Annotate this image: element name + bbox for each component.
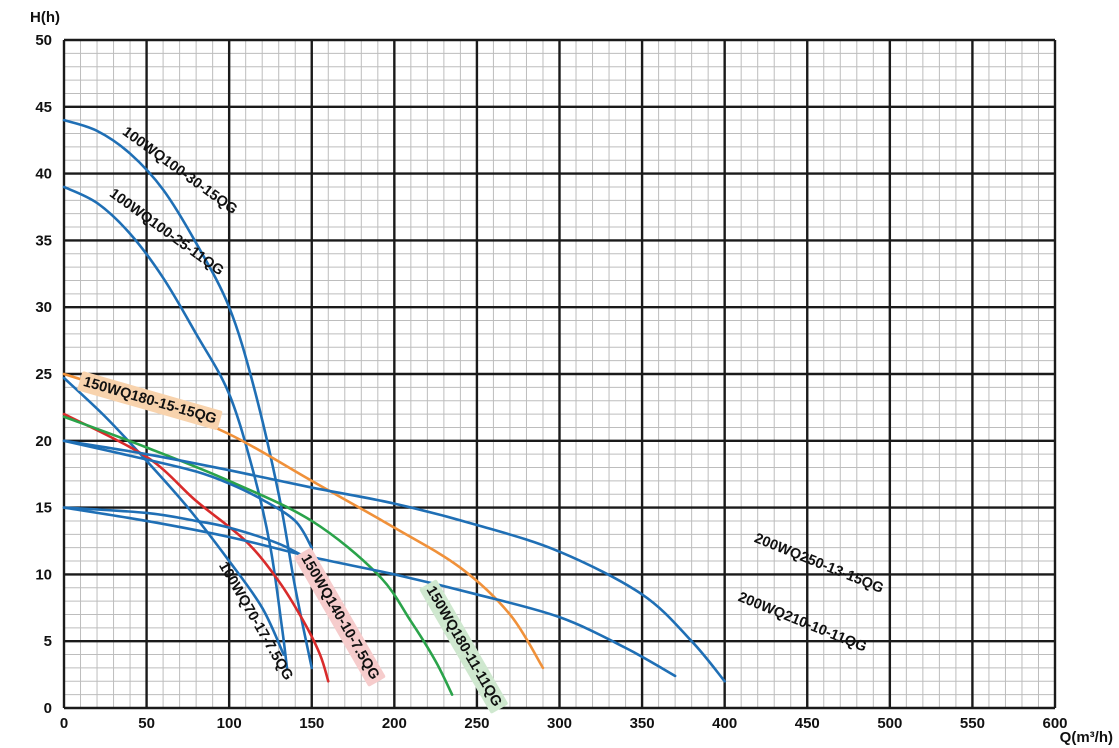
curve-label-highlight (294, 547, 386, 687)
x-tick-label: 150 (299, 715, 324, 732)
y-tick-label: 0 (44, 700, 52, 717)
series-line-5 (62, 412, 330, 683)
series-layer (62, 118, 726, 696)
series-line-7 (62, 439, 726, 683)
series-line-4 (62, 376, 285, 656)
y-tick-label: 15 (35, 500, 52, 517)
y-tick-label: 5 (44, 633, 52, 650)
curve-label-7: 200WQ250-13-15QG (752, 530, 886, 596)
x-axis-title: Q(m³/h) (1060, 729, 1113, 746)
curve-label-highlight (77, 371, 223, 430)
curve-label-layer: 100WQ100-30-15QG100WQ100-25-11QG150WQ180… (77, 124, 886, 714)
x-tick-label: 100 (217, 715, 242, 732)
x-tick-label: 450 (795, 715, 820, 732)
tick-label-layer: 0 50 100 150 200 250 300 350 400 450 500 550 600 0 5 10… (35, 32, 1067, 732)
x-tick-label: 400 (712, 715, 737, 732)
y-tick-label: 20 (35, 433, 52, 450)
x-tick-label: 0 (60, 715, 68, 732)
y-tick-label: 25 (35, 366, 52, 383)
y-tick-label: 50 (35, 32, 52, 49)
y-tick-label: 10 (35, 566, 52, 583)
series-line-6 (62, 415, 454, 696)
y-tick-label: 45 (35, 99, 52, 116)
series-line-1 (62, 118, 314, 670)
curve-label-4: 100WQ70-17-7.5QG (215, 559, 296, 683)
x-tick-label: 250 (464, 715, 489, 732)
curve-label-text: 150WQ180-11-11QG (423, 584, 505, 710)
x-tick-label: 350 (630, 715, 655, 732)
x-tick-label: 50 (138, 715, 155, 732)
curve-label-text: 100WQ70-17-7.5QG (215, 559, 296, 683)
x-tick-label: 300 (547, 715, 572, 732)
curve-label-8: 200WQ210-10-11QG (736, 589, 869, 655)
curve-label-highlight (419, 579, 508, 714)
x-tick-label: 200 (382, 715, 407, 732)
series-line-9 (62, 439, 314, 549)
y-axis-title: H(h) (30, 9, 60, 26)
y-tick-label: 35 (35, 232, 52, 249)
y-tick-label: 30 (35, 299, 52, 316)
major-grid (62, 38, 1057, 710)
x-tick-label: 600 (1042, 715, 1067, 732)
curve-label-text: 200WQ210-10-11QG (736, 589, 869, 655)
curve-label-text: 200WQ250-13-15QG (752, 530, 886, 596)
series-line-2 (62, 185, 289, 670)
y-tick-label: 40 (35, 166, 52, 183)
series-line-10 (62, 506, 314, 563)
series-line-8 (62, 506, 677, 678)
x-tick-label: 550 (960, 715, 985, 732)
x-tick-label: 500 (877, 715, 902, 732)
